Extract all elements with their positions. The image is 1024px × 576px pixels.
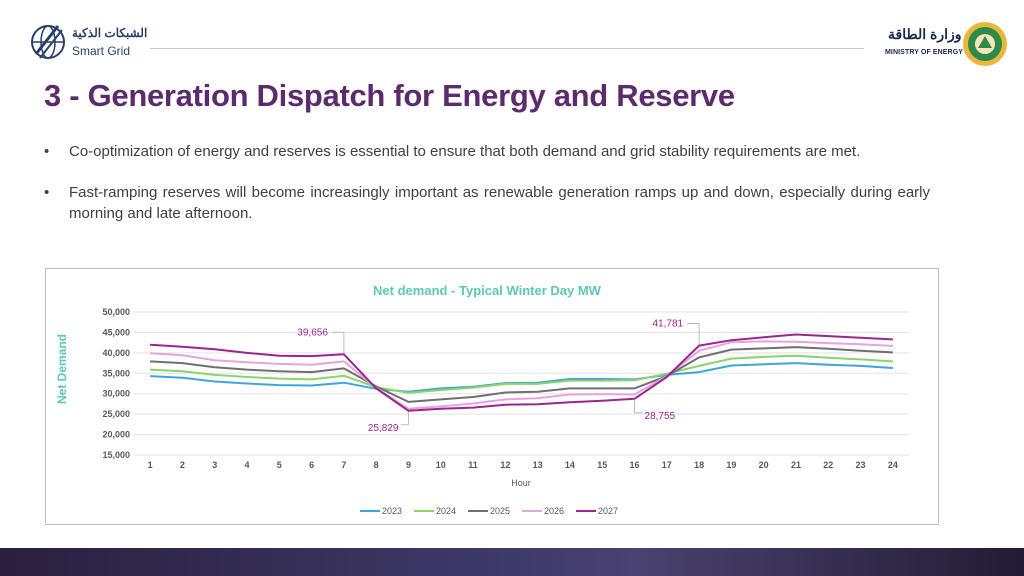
bullet-item: • Fast-ramping reserves will become incr… xyxy=(44,182,930,224)
left-logo-english: Smart Grid xyxy=(72,44,131,58)
header-divider xyxy=(150,48,864,49)
smart-grid-logo: الشبكات الذكية Smart Grid xyxy=(28,18,158,68)
y-tick-label: 20,000 xyxy=(102,430,130,440)
y-tick-label: 35,000 xyxy=(102,368,130,378)
x-tick-label: 10 xyxy=(436,460,446,470)
x-axis-label: Hour xyxy=(511,478,531,488)
y-tick-label: 25,000 xyxy=(102,409,130,419)
y-tick-label: 45,000 xyxy=(102,327,130,337)
series-line-2024 xyxy=(150,354,893,394)
y-tick-label: 30,000 xyxy=(102,389,130,399)
legend-label: 2026 xyxy=(544,506,564,516)
x-tick-label: 3 xyxy=(212,460,217,470)
x-tick-label: 18 xyxy=(694,460,704,470)
right-logo-english: MINISTRY OF ENERGY xyxy=(885,49,964,56)
bullet-text: Fast-ramping reserves will become increa… xyxy=(69,184,930,222)
x-tick-label: 7 xyxy=(341,460,346,470)
x-tick-label: 16 xyxy=(630,460,640,470)
x-tick-label: 15 xyxy=(597,460,607,470)
legend-label: 2023 xyxy=(382,506,402,516)
left-logo-arabic: الشبكات الذكية xyxy=(72,26,148,40)
series-line-2026 xyxy=(150,340,893,410)
x-tick-label: 19 xyxy=(726,460,736,470)
x-tick-label: 4 xyxy=(245,460,250,470)
bullet-dot: • xyxy=(44,143,50,160)
x-tick-label: 23 xyxy=(856,460,866,470)
x-tick-label: 24 xyxy=(888,460,898,470)
bullet-dot: • xyxy=(44,184,50,201)
x-tick-label: 6 xyxy=(309,460,314,470)
page-title: 3 - Generation Dispatch for Energy and R… xyxy=(44,78,735,113)
y-tick-label: 15,000 xyxy=(102,450,130,460)
x-tick-label: 1 xyxy=(148,460,153,470)
x-tick-label: 8 xyxy=(374,460,379,470)
data-label: 28,755 xyxy=(645,411,676,422)
x-tick-label: 13 xyxy=(533,460,543,470)
x-tick-label: 9 xyxy=(406,460,411,470)
legend-label: 2025 xyxy=(490,506,510,516)
annotation-leader xyxy=(687,323,700,345)
globe-icon xyxy=(31,25,65,59)
y-tick-label: 50,000 xyxy=(102,307,130,317)
chart-canvas: Net demand - Typical Winter Day MW Net D… xyxy=(55,283,909,516)
net-demand-chart: Net demand - Typical Winter Day MW Net D… xyxy=(45,268,939,525)
series-line-2025 xyxy=(150,346,893,403)
annotation-leader xyxy=(331,331,345,354)
x-tick-label: 22 xyxy=(823,460,833,470)
y-tick-label: 40,000 xyxy=(102,348,130,358)
ministry-emblem-icon xyxy=(963,22,1007,66)
x-tick-label: 2 xyxy=(180,460,185,470)
x-tick-label: 5 xyxy=(277,460,282,470)
bullet-text: Co-optimization of energy and reserves i… xyxy=(69,143,861,160)
legend-label: 2027 xyxy=(598,506,618,516)
chart-title: Net demand - Typical Winter Day MW xyxy=(373,283,602,298)
ministry-logo: وزارة الطاقة MINISTRY OF ENERGY xyxy=(880,18,1010,70)
series-line-2027 xyxy=(150,333,893,412)
data-label: 39,656 xyxy=(297,327,328,338)
x-tick-label: 17 xyxy=(662,460,672,470)
series-line-2023 xyxy=(150,362,893,393)
annotation-leader xyxy=(400,411,409,426)
x-tick-label: 20 xyxy=(759,460,769,470)
annotation-leader xyxy=(634,399,643,414)
bullet-list: • Co-optimization of energy and reserves… xyxy=(44,141,930,244)
bullet-item: • Co-optimization of energy and reserves… xyxy=(44,141,930,162)
x-tick-label: 12 xyxy=(500,460,510,470)
legend-label: 2024 xyxy=(436,506,456,516)
right-logo-arabic: وزارة الطاقة xyxy=(888,26,962,42)
x-tick-label: 11 xyxy=(468,460,478,470)
data-label: 25,829 xyxy=(368,423,399,434)
footer-bar xyxy=(0,548,1024,576)
data-label: 41,781 xyxy=(653,319,684,330)
x-tick-label: 14 xyxy=(565,460,575,470)
y-axis-label: Net Demand xyxy=(55,334,69,404)
x-tick-label: 21 xyxy=(791,460,801,470)
